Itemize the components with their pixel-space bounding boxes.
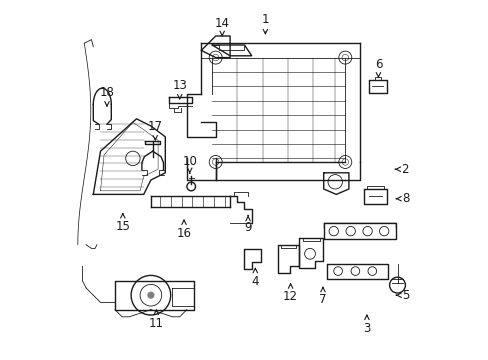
- Text: 17: 17: [147, 120, 163, 140]
- Text: 13: 13: [172, 79, 187, 99]
- Text: 7: 7: [319, 287, 326, 306]
- Text: 4: 4: [251, 268, 259, 288]
- Text: 1: 1: [261, 13, 268, 34]
- Text: 12: 12: [283, 284, 298, 303]
- Text: 15: 15: [115, 213, 130, 233]
- Text: 9: 9: [244, 215, 251, 234]
- Text: 2: 2: [394, 163, 407, 176]
- Text: 10: 10: [182, 155, 197, 174]
- Text: 14: 14: [214, 17, 229, 36]
- Text: 16: 16: [176, 220, 191, 240]
- Text: 8: 8: [396, 192, 408, 205]
- Text: 3: 3: [363, 315, 370, 335]
- Circle shape: [147, 292, 154, 299]
- Text: 11: 11: [148, 310, 163, 330]
- Text: 5: 5: [396, 289, 408, 302]
- Text: 18: 18: [100, 86, 114, 106]
- Text: 6: 6: [374, 58, 382, 77]
